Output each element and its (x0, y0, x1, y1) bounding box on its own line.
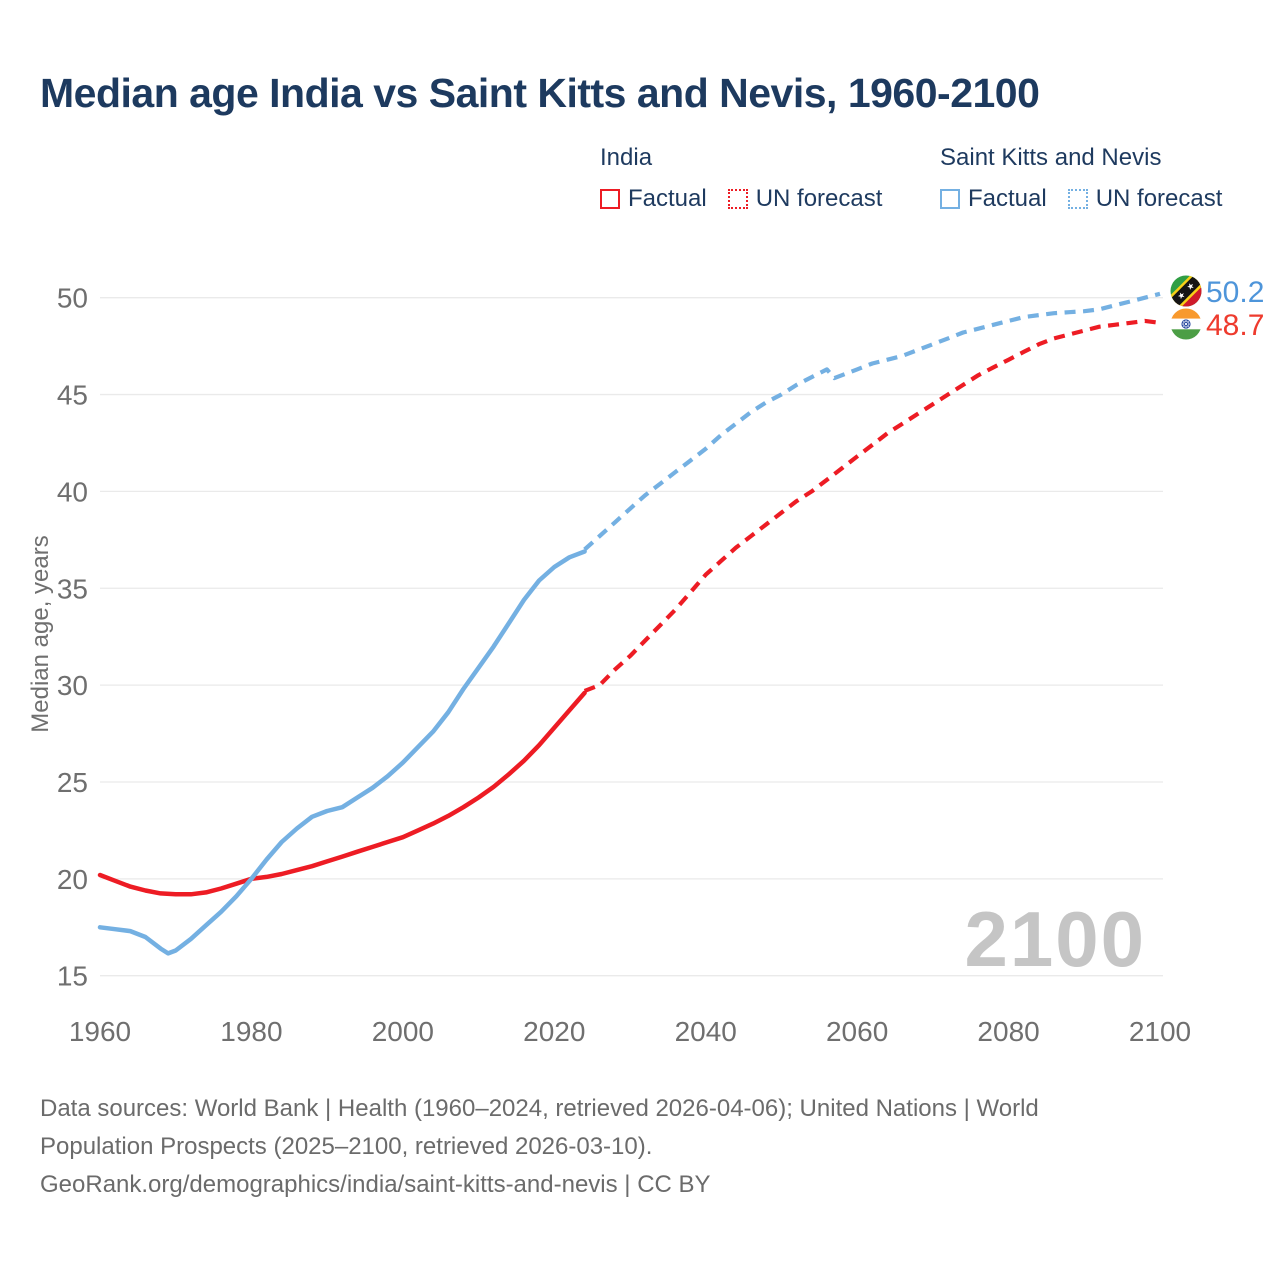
saint-kitts-factual-swatch-icon (940, 189, 960, 209)
legend-country-saint-kitts: Saint Kitts and Nevis (940, 144, 1162, 171)
svg-text:2040: 2040 (675, 1016, 737, 1047)
svg-text:15: 15 (57, 961, 88, 992)
svg-text:20: 20 (57, 864, 88, 895)
footer-line-1: Data sources: World Bank | Health (1960–… (40, 1095, 1039, 1122)
svg-text:40: 40 (57, 476, 88, 507)
footer-line-2: Population Prospects (2025–2100, retriev… (40, 1133, 653, 1160)
saint-kitts-forecast-swatch-icon (1067, 189, 1088, 209)
svg-text:2100: 2100 (1129, 1016, 1191, 1047)
svg-text:1960: 1960 (69, 1016, 131, 1047)
data-sources-footer: Data sources: World Bank | Health (1960–… (40, 1090, 1039, 1204)
svg-text:30: 30 (57, 670, 88, 701)
svg-text:2060: 2060 (826, 1016, 888, 1047)
legend-row-saint-kitts: Factual UN forecast (940, 185, 1222, 213)
india-factual-label: Factual (628, 185, 707, 212)
saint-kitts-forecast-label: UN forecast (1095, 185, 1223, 212)
legend-row-india: Factual UN forecast (600, 185, 882, 213)
series-end-labels: 50.2 48.7 (1170, 275, 1264, 342)
india-end-value: 48.7 (1206, 309, 1264, 342)
svg-text:35: 35 (57, 573, 88, 604)
legend-group-saint-kitts: Saint Kitts and Nevis Factual UN forecas… (940, 144, 1222, 213)
svg-text:50: 50 (57, 283, 88, 314)
saint-kitts-factual-label: Factual (968, 185, 1047, 212)
india-flag-icon (1170, 308, 1202, 340)
watermark-year: 2100 (964, 895, 1146, 983)
legend-group-india: India Factual UN forecast (600, 144, 882, 213)
svg-text:45: 45 (57, 380, 88, 411)
footer-line-3: GeoRank.org/demographics/india/saint-kit… (40, 1171, 711, 1198)
legend-country-india: India (600, 144, 653, 171)
y-axis-label: Median age, years (27, 535, 54, 732)
svg-text:2080: 2080 (977, 1016, 1039, 1047)
india-forecast-label: UN forecast (755, 185, 883, 212)
svg-text:1980: 1980 (220, 1016, 282, 1047)
saint-kitts-and-nevis-flag-icon (1170, 275, 1202, 307)
svg-text:2000: 2000 (372, 1016, 434, 1047)
india-factual-swatch-icon (600, 189, 620, 209)
chart-plot-area: 15 20 25 30 35 40 45 50 1960 1980 2000 2020 2040 2060… (57, 283, 1191, 1047)
saint-kitts-end-value: 50.2 (1206, 276, 1264, 309)
page-title: Median age India vs Saint Kitts and Nevi… (40, 70, 1040, 116)
svg-text:2020: 2020 (523, 1016, 585, 1047)
india-forecast-swatch-icon (727, 189, 748, 209)
svg-text:25: 25 (57, 767, 88, 798)
